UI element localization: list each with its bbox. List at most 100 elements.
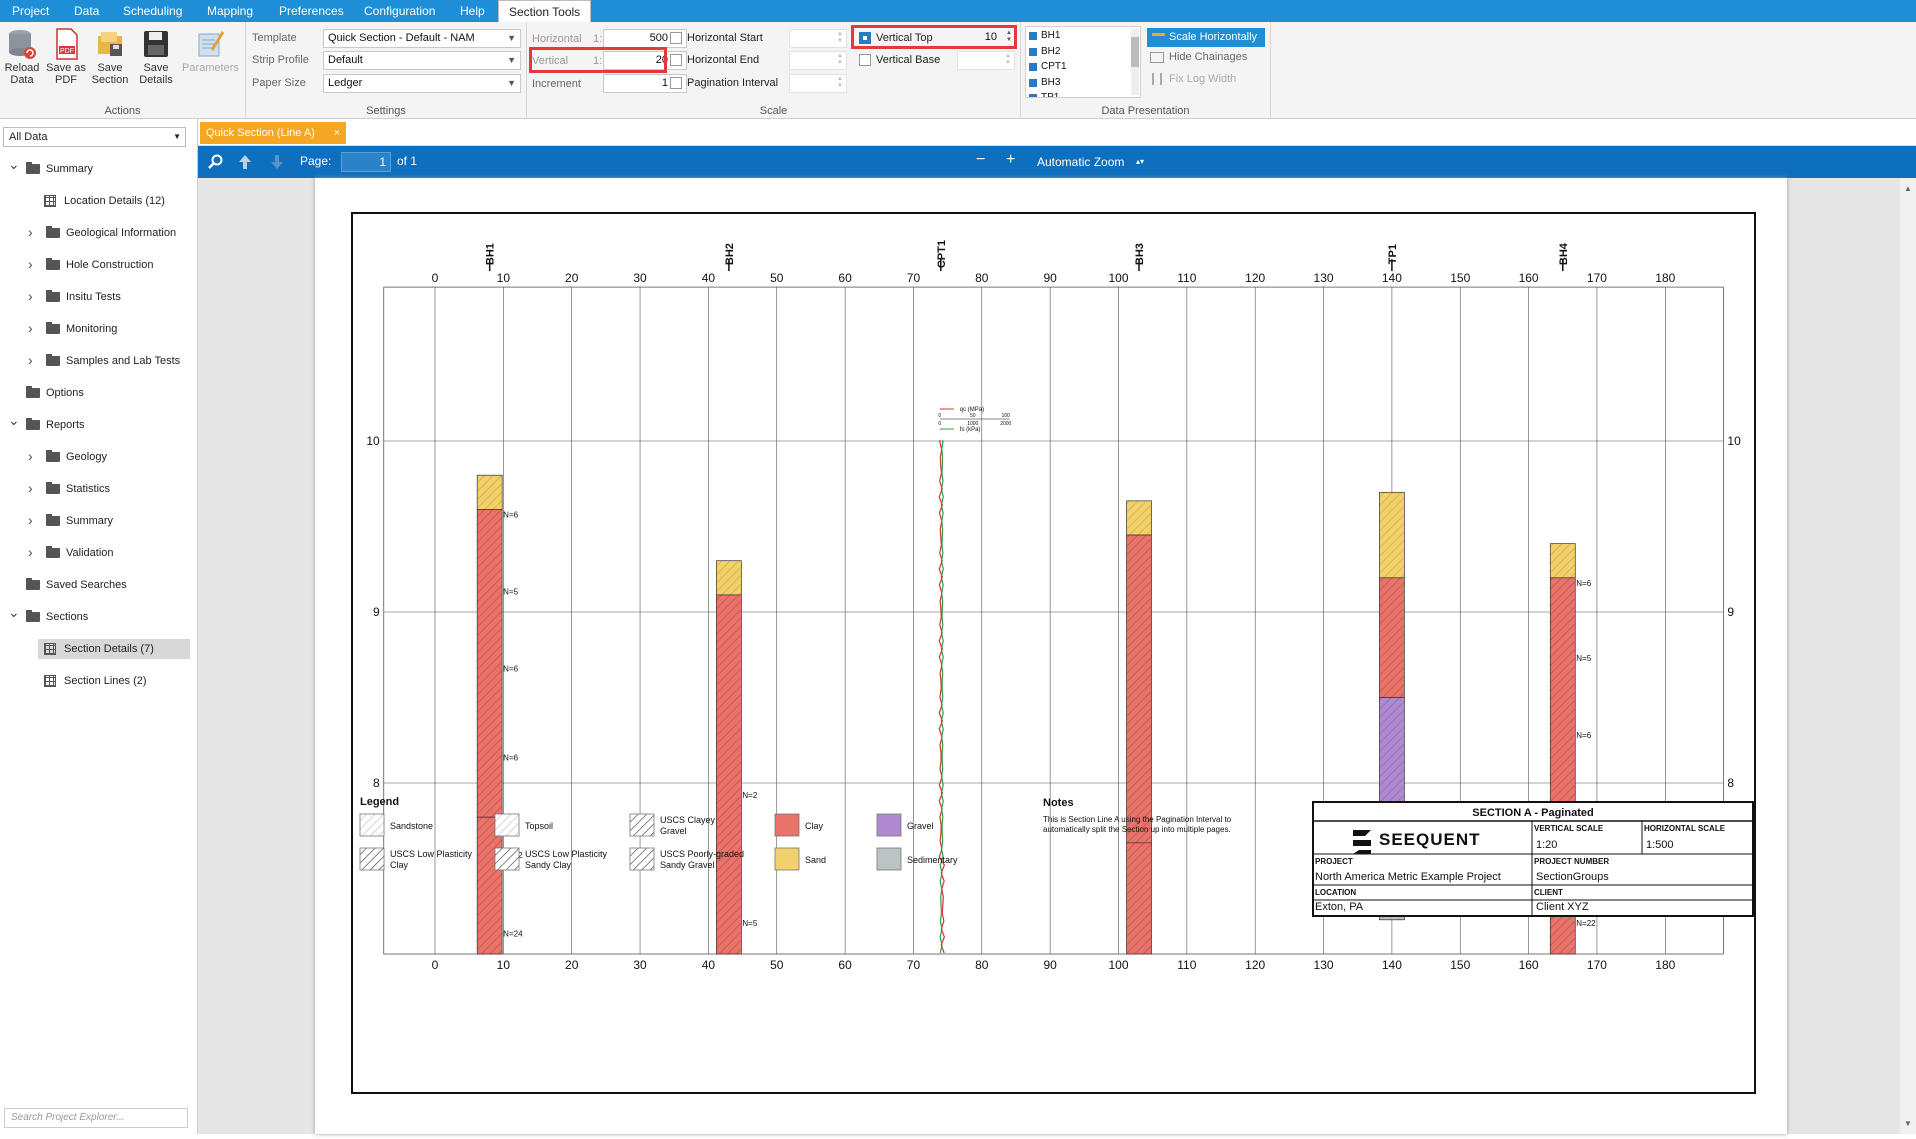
strip-profile-select[interactable]: Default ▼ [323, 51, 521, 70]
zoom-out-button[interactable]: − [976, 151, 986, 168]
horizontal-start-checkbox[interactable] [670, 32, 682, 44]
search-icon[interactable] [208, 154, 224, 170]
vertical-base-input[interactable]: ▲ ▼ [957, 51, 1015, 70]
menu-help[interactable]: Help [460, 4, 485, 18]
tree-item[interactable]: ⌄ Reports [0, 412, 196, 435]
chevron-down-icon: ▼ [507, 78, 516, 88]
data-filter-select[interactable]: All Data ▼ [3, 127, 186, 147]
tree-item[interactable]: › Validation [0, 543, 196, 563]
listbox-scrollbar[interactable] [1131, 29, 1139, 95]
tree-item-label: Hole Construction [66, 259, 154, 271]
horizontal-start-input[interactable]: ▲ ▼ [789, 29, 847, 48]
tree-item-label: Options [46, 387, 84, 399]
tree-item[interactable]: Saved Searches [0, 575, 196, 595]
legend-swatch [876, 813, 902, 837]
chevron-right-icon[interactable]: › [28, 352, 33, 368]
save-as-pdf-button[interactable]: PDF Save as PDF [44, 28, 88, 86]
arrow-down-icon[interactable] [270, 154, 284, 170]
spinner-arrows-icon[interactable]: ▲▼ [837, 76, 843, 89]
chevron-right-icon[interactable]: › [28, 544, 33, 560]
fix-log-width-button[interactable]: Fix Log Width [1150, 73, 1236, 85]
chevron-right-icon[interactable]: › [28, 480, 33, 496]
spinner-arrows-icon[interactable]: ▲▼ [837, 31, 843, 44]
menu-mapping[interactable]: Mapping [207, 4, 254, 18]
hole-list-item[interactable]: CPT1 [1029, 60, 1067, 74]
chevron-down-icon[interactable]: ⌄ [8, 604, 20, 620]
tree-item[interactable]: › Statistics [0, 479, 196, 499]
tree-item[interactable]: Section Lines (2) [0, 671, 196, 691]
hole-checkbox[interactable] [1029, 47, 1037, 56]
tree-item[interactable]: Location Details (12) [0, 191, 196, 211]
hole-checkbox[interactable] [1029, 63, 1037, 71]
tree-item[interactable]: › Monitoring [0, 319, 196, 339]
tree-item[interactable]: › Hole Construction [0, 255, 196, 275]
hole-checkbox[interactable] [1029, 32, 1037, 40]
spinner-arrows-icon[interactable]: ▲▼ [1006, 30, 1012, 43]
close-icon[interactable]: × [333, 127, 340, 139]
hide-chainages-button[interactable]: Hide Chainages [1150, 51, 1247, 63]
paper-size-select[interactable]: Ledger ▼ [323, 74, 521, 93]
pagination-interval-checkbox[interactable] [670, 77, 682, 89]
menu-preferences[interactable]: Preferences [279, 4, 344, 18]
tree-item[interactable]: Options [0, 383, 196, 403]
chevron-right-icon[interactable]: › [28, 288, 33, 304]
save-section-button[interactable]: Save Section [88, 28, 132, 86]
spinner-arrows-icon[interactable]: ▲▼ [837, 53, 843, 66]
parameters-button[interactable]: Parameters [182, 28, 239, 74]
spinner-arrows-icon[interactable]: ▲▼ [1005, 53, 1011, 66]
menu-scheduling[interactable]: Scheduling [123, 4, 183, 18]
vertical-top-input[interactable]: 10 ▲ ▼ [984, 30, 1012, 43]
chevron-down-icon[interactable]: ⌄ [8, 412, 20, 428]
tree-item[interactable]: › Geological Information [0, 223, 196, 243]
reload-data-button[interactable]: Reload Data [0, 28, 44, 86]
scroll-down-icon[interactable]: ▼ [1904, 1119, 1912, 1128]
chevron-right-icon[interactable]: › [28, 256, 33, 272]
zoom-in-button[interactable]: + [1006, 151, 1016, 168]
tree-item[interactable]: › Geology [0, 447, 196, 467]
chevron-right-icon[interactable]: › [28, 320, 33, 336]
scale-horizontally-button[interactable]: Scale Horizontally [1147, 28, 1265, 47]
hole-list-item[interactable]: BH3 [1029, 76, 1060, 90]
hole-list-item[interactable]: BH1 [1029, 29, 1060, 43]
hole-name-label: BH4 [1558, 242, 1570, 265]
search-project-explorer-input[interactable]: Search Project Explorer... [4, 1108, 188, 1128]
folder-icon [26, 386, 40, 398]
chevron-right-icon[interactable]: › [28, 224, 33, 240]
hole-list-item[interactable]: BH2 [1029, 45, 1060, 59]
holes-listbox[interactable]: BH1 BH2 CPT1 BH3 TP1 [1025, 26, 1141, 98]
tree-item[interactable]: › Insitu Tests [0, 287, 196, 307]
tab-quick-section[interactable]: Quick Section (Line A) × [200, 122, 346, 144]
hole-checkbox[interactable] [1029, 78, 1037, 87]
vertical-base-checkbox[interactable] [859, 54, 871, 66]
tree-item[interactable]: ⌄ Sections [0, 604, 196, 627]
tree-item[interactable]: ⌄ Summary [0, 156, 196, 179]
hole-list-item[interactable]: TP1 [1029, 91, 1059, 97]
menu-section-tools[interactable]: Section Tools [498, 0, 592, 22]
chainage-tick-top: 90 [1043, 271, 1057, 285]
tree-item[interactable]: Section Details (7) [38, 639, 190, 659]
viewer-scrollbar[interactable]: ▲ ▼ [1900, 178, 1916, 1134]
save-details-button[interactable]: Save Details [134, 28, 178, 86]
arrow-up-icon[interactable] [238, 154, 252, 170]
chainage-tick-top: 0 [432, 271, 439, 285]
tree-item-label: Reports [46, 419, 85, 431]
horizontal-end-input[interactable]: ▲ ▼ [789, 51, 847, 70]
horizontal-end-checkbox[interactable] [670, 54, 682, 66]
chevron-right-icon[interactable]: › [28, 512, 33, 528]
chevron-right-icon[interactable]: › [28, 448, 33, 464]
folder-icon [46, 354, 60, 366]
hole-checkbox[interactable] [1029, 94, 1037, 97]
template-select[interactable]: Quick Section - Default - NAM ▼ [323, 29, 521, 48]
menu-configuration[interactable]: Configuration [364, 4, 436, 18]
pagination-interval-input[interactable]: ▲ ▼ [789, 74, 847, 93]
tree-item[interactable]: › Samples and Lab Tests [0, 351, 196, 371]
menu-data[interactable]: Data [74, 4, 100, 18]
scroll-up-icon[interactable]: ▲ [1904, 184, 1912, 193]
chevron-down-icon[interactable]: ⌄ [8, 156, 20, 172]
page-number-input[interactable]: 1 [341, 152, 391, 172]
zoom-select[interactable]: Automatic Zoom ▴▾ [1034, 152, 1148, 172]
chainage-tick-top: 40 [702, 271, 716, 285]
menu-project[interactable]: Project [12, 4, 50, 18]
tree-item[interactable]: › Summary [0, 511, 196, 531]
vertical-top-checkbox[interactable] [859, 32, 871, 44]
